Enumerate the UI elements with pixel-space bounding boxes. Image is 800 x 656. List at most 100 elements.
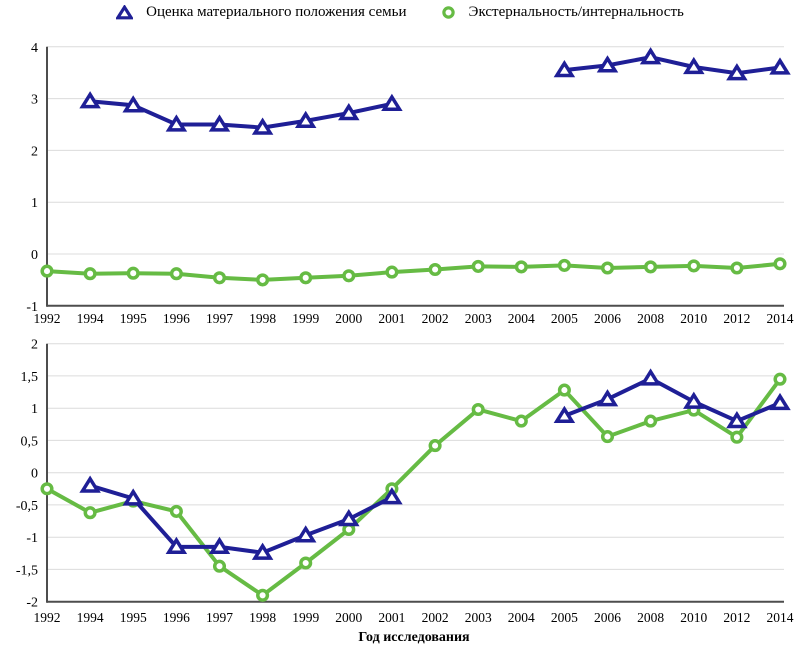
y-tick-label: 1,5 xyxy=(21,370,39,385)
data-point-circle xyxy=(600,261,615,275)
legend-item-material-status: Оценка материального положения семьи xyxy=(116,4,407,21)
x-tick-label: 2010 xyxy=(680,610,707,625)
data-point-triangle xyxy=(381,93,403,111)
x-tick-label: 2003 xyxy=(465,311,492,326)
y-tick-label: 3 xyxy=(31,93,38,108)
x-tick-label: 2004 xyxy=(508,610,535,625)
circle-marker-icon xyxy=(441,6,455,19)
data-point-circle xyxy=(126,266,140,280)
data-point-triangle xyxy=(769,392,791,411)
x-tick-label: 1994 xyxy=(77,610,104,625)
data-point-circle xyxy=(557,383,571,397)
y-tick-label: 2 xyxy=(31,144,38,159)
data-point-circle xyxy=(428,439,442,453)
data-point-triangle xyxy=(251,117,274,135)
y-tick-label: 1 xyxy=(31,402,38,417)
data-point-circle xyxy=(557,258,571,272)
x-tick-label: 1992 xyxy=(34,610,61,625)
x-tick-label: 2006 xyxy=(594,311,621,326)
data-point-triangle xyxy=(79,475,101,493)
y-tick-label: 4 xyxy=(31,41,38,56)
data-point-triangle xyxy=(683,391,705,409)
data-point-triangle xyxy=(596,55,619,73)
legend-item-externality: Экстернальность/интернальность xyxy=(441,4,684,21)
data-point-circle xyxy=(299,271,313,285)
data-point-triangle xyxy=(381,487,403,505)
data-point-triangle xyxy=(165,536,188,555)
x-tick-label: 2000 xyxy=(335,610,362,625)
x-tick-label: 1995 xyxy=(120,311,147,326)
data-point-circle xyxy=(730,261,744,275)
y-tick-label: 0 xyxy=(31,467,38,482)
x-tick-label: 2000 xyxy=(335,311,362,326)
data-point-triangle xyxy=(553,405,576,424)
data-point-triangle xyxy=(338,508,360,527)
x-tick-label: 1995 xyxy=(120,610,147,625)
x-tick-label: 2008 xyxy=(637,610,664,625)
chart-legend: Оценка материального положения семьи Экс… xyxy=(0,4,800,21)
data-point-triangle xyxy=(122,95,144,113)
x-tick-label: 1994 xyxy=(77,311,104,326)
y-tick-label: -2 xyxy=(26,596,38,611)
data-point-triangle xyxy=(726,63,748,81)
series-line-triangle xyxy=(564,55,781,76)
x-tick-label: 1996 xyxy=(163,610,190,625)
data-point-circle xyxy=(83,267,97,281)
x-tick-label: 2003 xyxy=(465,610,492,625)
data-point-circle xyxy=(256,588,270,602)
data-point-triangle xyxy=(639,47,662,65)
x-tick-label: 1996 xyxy=(163,311,190,326)
data-point-triangle xyxy=(208,114,231,132)
data-point-triangle xyxy=(208,536,231,555)
x-tick-label: 2001 xyxy=(378,610,405,625)
data-point-triangle xyxy=(294,110,317,129)
data-point-triangle xyxy=(596,389,619,407)
data-point-circle xyxy=(40,482,54,496)
data-point-circle xyxy=(342,269,356,283)
data-point-triangle xyxy=(769,57,791,75)
data-point-triangle xyxy=(553,59,576,78)
data-point-circle xyxy=(644,414,658,428)
x-tick-label: 1999 xyxy=(292,610,319,625)
data-point-triangle xyxy=(338,102,360,121)
data-point-triangle xyxy=(639,368,662,386)
y-tick-label: 2 xyxy=(31,338,38,353)
x-tick-label: 1997 xyxy=(206,311,233,326)
x-tick-label: 1999 xyxy=(292,311,319,326)
x-tick-label: 2001 xyxy=(378,311,405,326)
data-point-circle xyxy=(514,260,528,274)
x-tick-label: 2006 xyxy=(594,610,621,625)
y-tick-label: 1 xyxy=(31,196,38,211)
data-point-triangle xyxy=(294,525,317,543)
x-tick-label: 2005 xyxy=(551,311,578,326)
x-tick-label: 1992 xyxy=(34,311,61,326)
x-tick-label: 1998 xyxy=(249,311,276,326)
data-point-circle xyxy=(773,372,787,386)
x-tick-label: 2014 xyxy=(767,610,794,625)
data-point-circle xyxy=(212,271,227,285)
data-point-circle xyxy=(514,414,528,428)
y-tick-label: -1,5 xyxy=(16,563,38,578)
data-point-circle xyxy=(212,559,227,573)
data-point-circle xyxy=(169,504,183,518)
data-point-triangle xyxy=(251,542,274,560)
data-point-circle xyxy=(40,264,54,278)
data-point-circle xyxy=(385,265,399,279)
data-point-circle xyxy=(256,273,270,287)
x-tick-label: 2012 xyxy=(723,311,750,326)
data-point-triangle xyxy=(683,56,705,75)
x-tick-label: 2014 xyxy=(767,311,794,326)
data-point-circle xyxy=(299,556,313,570)
data-point-circle xyxy=(471,259,485,273)
data-point-triangle xyxy=(726,410,748,429)
x-tick-label: 2012 xyxy=(723,610,750,625)
data-point-circle xyxy=(83,506,97,520)
x-tick-label: 2004 xyxy=(508,311,535,326)
data-point-circle xyxy=(428,262,442,277)
data-point-circle xyxy=(773,257,787,271)
x-tick-label: 2010 xyxy=(680,311,707,326)
data-point-circle xyxy=(600,430,615,444)
y-tick-label: -1 xyxy=(26,300,38,315)
y-tick-label: 0 xyxy=(31,248,38,263)
